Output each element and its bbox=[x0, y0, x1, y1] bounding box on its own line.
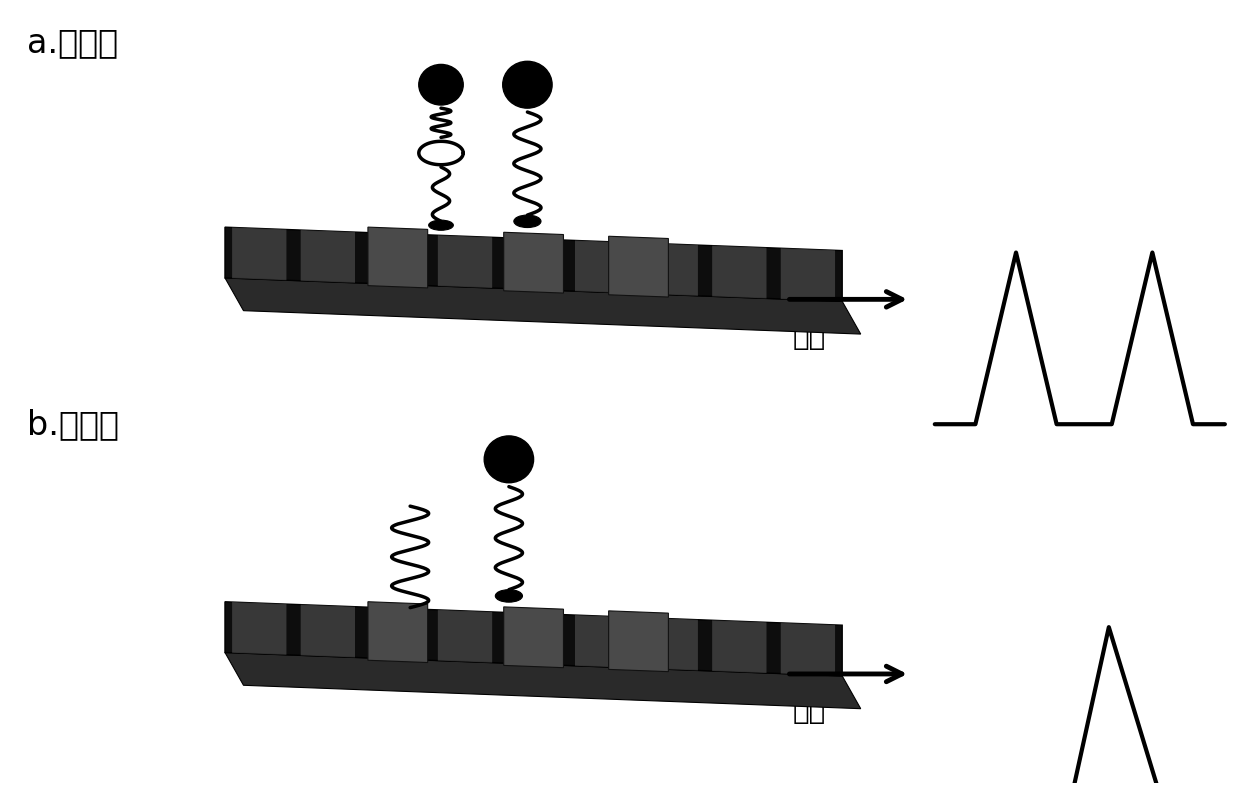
Polygon shape bbox=[575, 615, 630, 668]
Polygon shape bbox=[224, 652, 861, 709]
Polygon shape bbox=[368, 602, 428, 663]
Polygon shape bbox=[224, 602, 842, 676]
Polygon shape bbox=[644, 618, 698, 670]
Polygon shape bbox=[503, 607, 563, 667]
Polygon shape bbox=[644, 243, 698, 296]
Polygon shape bbox=[506, 612, 560, 665]
Polygon shape bbox=[300, 604, 355, 657]
Ellipse shape bbox=[429, 220, 454, 230]
Polygon shape bbox=[368, 227, 428, 288]
Polygon shape bbox=[224, 227, 842, 301]
Polygon shape bbox=[232, 227, 286, 281]
Polygon shape bbox=[781, 623, 835, 676]
Polygon shape bbox=[712, 620, 766, 673]
Ellipse shape bbox=[419, 64, 464, 105]
Text: 读出: 读出 bbox=[792, 697, 826, 725]
Polygon shape bbox=[506, 238, 560, 291]
Text: a.样品组: a.样品组 bbox=[27, 26, 119, 59]
Polygon shape bbox=[503, 233, 563, 293]
Polygon shape bbox=[232, 602, 286, 655]
Ellipse shape bbox=[513, 215, 541, 227]
Polygon shape bbox=[370, 608, 424, 660]
Polygon shape bbox=[300, 230, 355, 283]
Polygon shape bbox=[370, 233, 424, 285]
Polygon shape bbox=[224, 278, 861, 334]
Polygon shape bbox=[438, 235, 492, 288]
Ellipse shape bbox=[484, 436, 533, 483]
Polygon shape bbox=[712, 246, 766, 299]
Text: 读出: 读出 bbox=[792, 323, 826, 351]
Text: b.对照组: b.对照组 bbox=[27, 409, 119, 442]
Polygon shape bbox=[438, 610, 492, 663]
Polygon shape bbox=[781, 248, 835, 301]
Polygon shape bbox=[575, 241, 630, 293]
Ellipse shape bbox=[495, 590, 522, 602]
Polygon shape bbox=[609, 237, 668, 297]
Polygon shape bbox=[609, 611, 668, 672]
Ellipse shape bbox=[502, 61, 552, 108]
